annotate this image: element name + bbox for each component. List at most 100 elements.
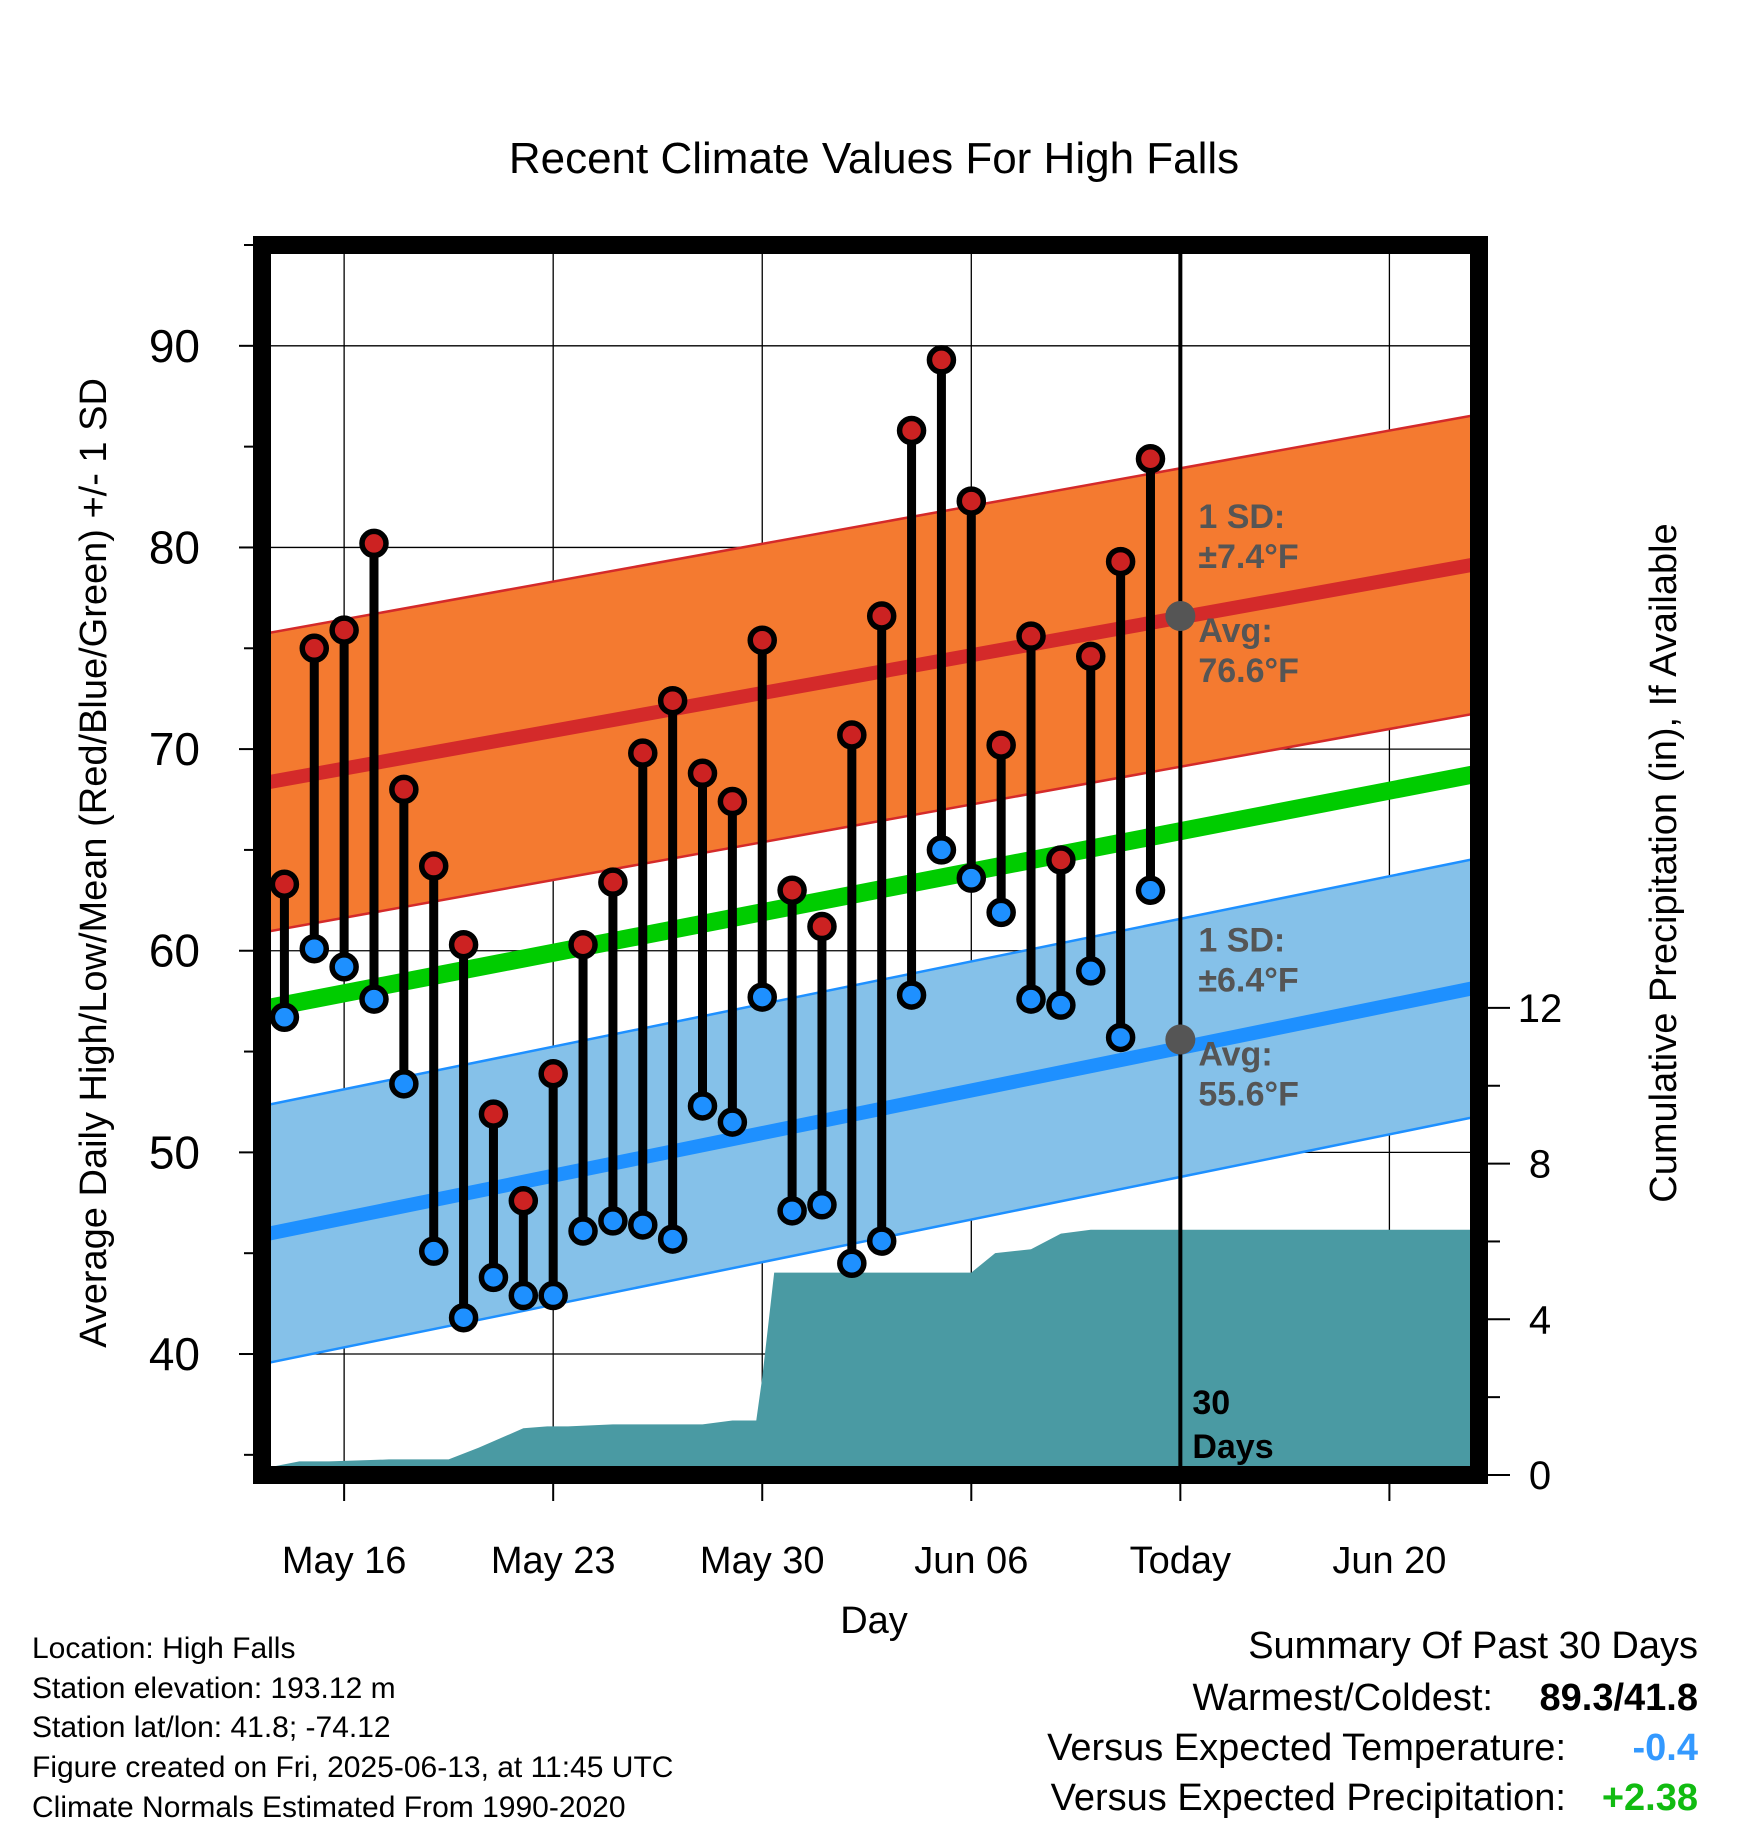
high-point	[299, 633, 330, 664]
low-point	[538, 1280, 568, 1311]
low-point	[448, 1302, 479, 1333]
y2-tick-label: 0	[1529, 1454, 1551, 1498]
y-tick-label: 60	[149, 925, 200, 977]
high-point	[687, 758, 718, 789]
precip-area	[262, 1229, 1479, 1475]
info-created: Figure created on Fri, 2025-06-13, at 11…	[32, 1751, 673, 1784]
high-point	[1135, 443, 1166, 474]
chart-title: Recent Climate Values For High Falls	[509, 134, 1239, 183]
x-tick-label: May 16	[282, 1540, 407, 1582]
x-axis-label: Day	[840, 1600, 908, 1642]
low-sd-label: 1 SD:	[1198, 921, 1285, 959]
low-avg-value: 55.6°F	[1198, 1075, 1299, 1113]
y-tick-label: 90	[149, 320, 200, 372]
high-point	[807, 911, 837, 942]
low-point	[747, 982, 777, 1012]
x-tick-label: Jun 06	[914, 1540, 1028, 1582]
summary-warm-cold-value: 89.3/41.8	[1540, 1677, 1698, 1719]
summary-temp-value: -0.4	[1633, 1727, 1698, 1769]
summary-precip-value: +2.38	[1602, 1777, 1698, 1819]
high-sd-label: 1 SD:	[1198, 498, 1285, 536]
low-point	[1046, 990, 1076, 1020]
y-tick-label: 80	[149, 521, 200, 573]
low-point	[926, 835, 957, 865]
high-point	[777, 875, 807, 905]
low-point	[628, 1210, 658, 1240]
high-point	[478, 1099, 509, 1129]
y2-tick-label: 4	[1529, 1298, 1551, 1342]
summary-title: Summary Of Past 30 Days	[1248, 1625, 1698, 1667]
low-point	[418, 1236, 449, 1266]
low-point	[359, 984, 389, 1014]
low-point	[896, 980, 927, 1010]
y2-axis-label: Cumulative Precipitation (in), If Availa…	[1643, 523, 1685, 1202]
high-point	[389, 774, 419, 805]
high-point	[926, 345, 957, 375]
high-point	[657, 685, 688, 716]
high-point	[628, 738, 658, 768]
low-point	[389, 1069, 419, 1099]
high-point	[717, 786, 748, 817]
low-point	[1076, 956, 1106, 986]
high-point	[269, 869, 300, 899]
high-point	[508, 1186, 539, 1216]
low-point	[329, 952, 359, 982]
high-point	[866, 601, 897, 631]
high-point	[1076, 641, 1106, 672]
y-tick-label: 50	[149, 1126, 200, 1178]
high-point	[896, 415, 927, 446]
high-point	[598, 867, 628, 897]
low-sd-value: ±6.4°F	[1198, 961, 1298, 999]
low-point	[866, 1226, 897, 1256]
high-normal-line	[262, 556, 1479, 791]
low-point	[956, 863, 987, 893]
high-point	[1016, 621, 1046, 651]
plot-frame	[253, 236, 1488, 1484]
low-point	[1016, 984, 1046, 1014]
info-latlon: Station lat/lon: 41.8; -74.12	[32, 1711, 391, 1744]
summary-temp-label: Versus Expected Temperature:	[1047, 1727, 1566, 1769]
high-point	[1046, 845, 1076, 875]
low-point	[717, 1107, 748, 1137]
high-point	[837, 720, 867, 750]
low-point	[1135, 875, 1166, 905]
days-label: 30	[1192, 1384, 1230, 1422]
low-point	[837, 1248, 867, 1279]
x-tick-label: Jun 20	[1332, 1540, 1446, 1582]
high-point	[568, 929, 598, 960]
low-point	[568, 1216, 598, 1246]
y-axis-label: Average Daily High/Low/Mean (Red/Blue/Gr…	[73, 378, 115, 1348]
low-point	[299, 933, 330, 964]
low-point	[508, 1280, 539, 1311]
y-tick-label: 40	[149, 1328, 200, 1380]
info-normals: Climate Normals Estimated From 1990-2020	[32, 1791, 626, 1824]
low-point	[478, 1262, 509, 1293]
y2-tick-label: 12	[1518, 987, 1563, 1031]
low-point	[657, 1224, 688, 1254]
x-tick-label: May 23	[491, 1540, 616, 1582]
low-point	[269, 1002, 300, 1033]
info-location: Location: High Falls	[32, 1632, 295, 1665]
axes: 40 50 60 70 80 90 0 4 8 12 May 16 May 23 May 30 Jun 0…	[149, 236, 1563, 1582]
low-point	[687, 1091, 718, 1121]
info-elevation: Station elevation: 193.12 m	[32, 1672, 396, 1705]
high-point	[986, 730, 1016, 760]
x-tick-label: Today	[1130, 1540, 1231, 1582]
high-avg-label: Avg:	[1198, 612, 1272, 650]
x-tick-label: May 30	[700, 1540, 825, 1582]
high-point	[359, 528, 389, 559]
high-today-avg-marker	[1165, 601, 1196, 632]
high-point	[538, 1058, 568, 1089]
y2-tick-label: 8	[1529, 1143, 1551, 1187]
low-point	[986, 897, 1016, 928]
summary-precip-label: Versus Expected Precipitation:	[1051, 1777, 1566, 1819]
high-sd-value: ±7.4°F	[1198, 538, 1298, 576]
high-point	[448, 929, 479, 960]
high-point	[1105, 546, 1136, 577]
high-point	[956, 486, 987, 516]
low-point	[1105, 1022, 1136, 1053]
days-label: Days	[1192, 1428, 1273, 1466]
low-today-avg-marker	[1165, 1024, 1196, 1055]
summary-warm-cold-label: Warmest/Coldest:	[1192, 1677, 1493, 1719]
